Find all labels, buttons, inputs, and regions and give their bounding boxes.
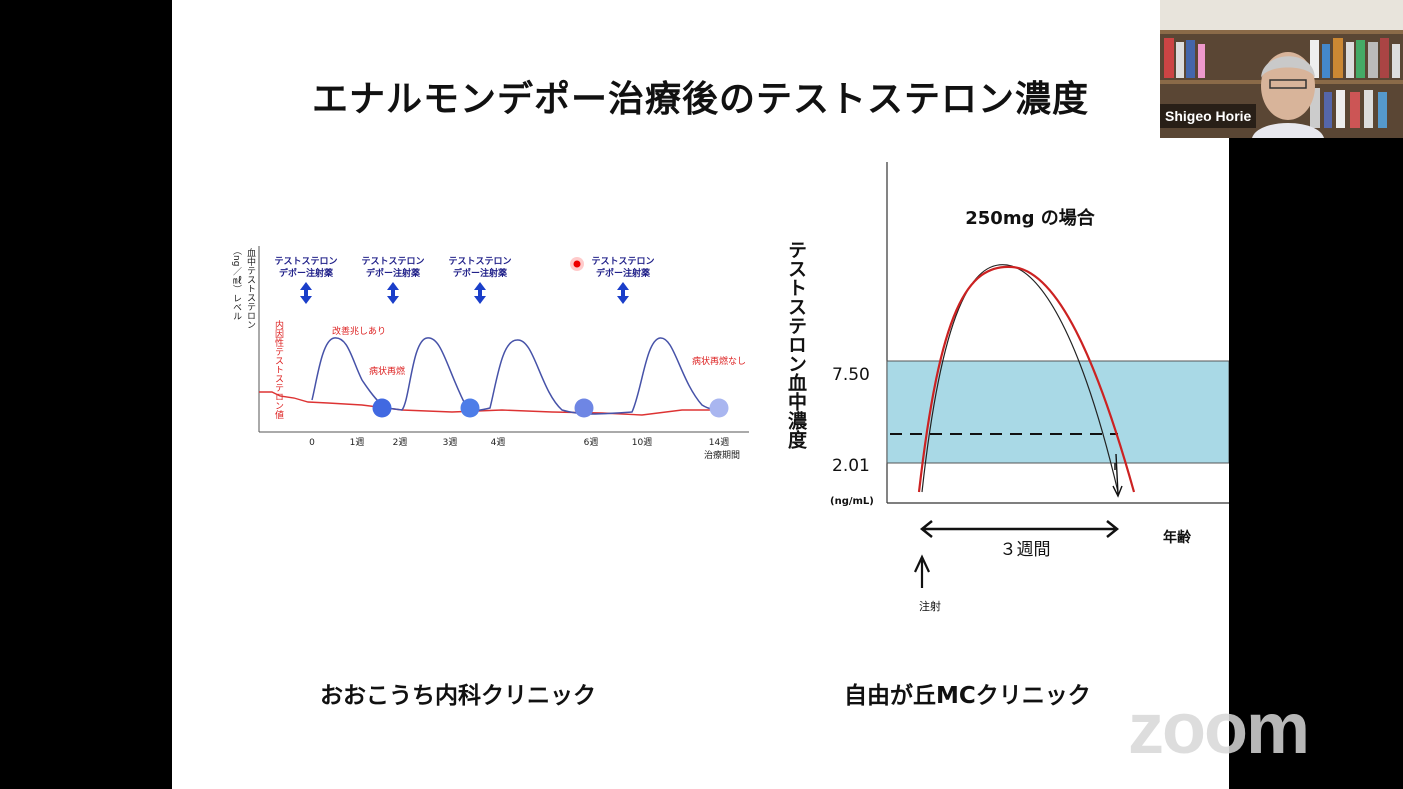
annot-improve: 改善兆しあり [332,325,386,337]
slide-title: エナルモンデポー治療後のテストステロン濃度 [311,79,1089,120]
double-arrow-icon [300,282,312,304]
ytick-high: 7.50 [832,365,870,385]
double-arrow-icon [474,282,486,304]
injection-marker-2: テストステロン デポー注射薬 [361,256,425,304]
caption-left: おおこうち内科クリニック [320,683,596,709]
participant-name: Shigeo Horie [1160,104,1257,128]
annot-no-relapse: 病状再燃なし [692,355,746,367]
relapse-dot [460,398,480,418]
concentration-curve-red [917,265,1136,493]
right-unit: (ng/mL) [830,496,874,507]
right-x-axis-label: 年齢 [1163,529,1192,546]
caption-right: 自由が丘MCクリニック [844,683,1091,709]
x-tick: 10週 [632,437,652,448]
ytick-low: 2.01 [832,456,870,476]
right-subtitle: 250mg の場合 [965,207,1095,229]
left-x-axis-label: 治療期間 [704,449,740,461]
inj-label-2b: デポー注射薬 [366,267,421,279]
no-relapse-dot [709,398,729,418]
inj-label-1b: デポー注射薬 [279,267,334,279]
normal-range-band [886,360,1229,464]
double-arrow-icon [617,282,629,304]
concentration-curve-black [921,264,1119,493]
annot-relapse: 病状再燃 [369,365,405,377]
right-ylabel: テストステロン血中濃度 [785,240,807,450]
down-arrow-icon [1112,453,1123,498]
relapse-dot [574,398,594,418]
zoom-watermark: zoom [1128,689,1310,769]
x-tick: 14週 [709,437,729,448]
inj-label-2a: テストステロン [361,256,424,267]
inj-label-1a: テストステロン [274,256,337,267]
injection-marker-4: テストステロン デポー注射薬 [570,256,655,304]
x-tick: 1週 [350,437,365,448]
testosterone-curve [311,337,723,415]
x-tick: 2週 [393,437,408,448]
double-arrow-icon [387,282,399,304]
injection-marker-1: テストステロン デポー注射薬 [274,256,338,304]
right-chart: 250mg の場合 テストステロン血中濃度 7.50 2.01 (ng/mL) … [785,162,1229,613]
participant-video[interactable]: Shigeo Horie [1160,0,1403,138]
inj-label-3b: デポー注射薬 [453,267,508,279]
duration-label: ３週間 [1000,540,1051,560]
injection-marker-3: テストステロン デポー注射薬 [448,256,512,304]
inj-label-3a: テストステロン [448,256,511,267]
x-tick: 3週 [443,437,458,448]
relapse-dot [372,398,392,418]
injection-arrow-icon [914,554,930,588]
left-ylabel-unit: （ng／㎖）レベル [231,246,242,320]
x-tick: 0 [309,438,315,448]
x-tick: 4週 [491,437,506,448]
x-tick: 6週 [584,437,599,448]
left-annot-intrinsic: 内因性テストステロン値 [273,319,284,420]
left-chart: 血中テストステロン （ng／㎖）レベル 内因性テストステロン値 テストステロン … [231,246,749,461]
left-ylabel: 血中テストステロン [245,247,256,329]
laser-pointer-dot [573,260,581,268]
inj-label-4b: デポー注射薬 [596,267,651,279]
duration-arrow-icon [919,520,1120,538]
presentation-slide: エナルモンデポー治療後のテストステロン濃度 血中テストステロン （ng／㎖）レベ… [172,0,1229,789]
inj-label-4a: テストステロン [591,256,654,267]
injection-label: 注射 [919,599,941,613]
